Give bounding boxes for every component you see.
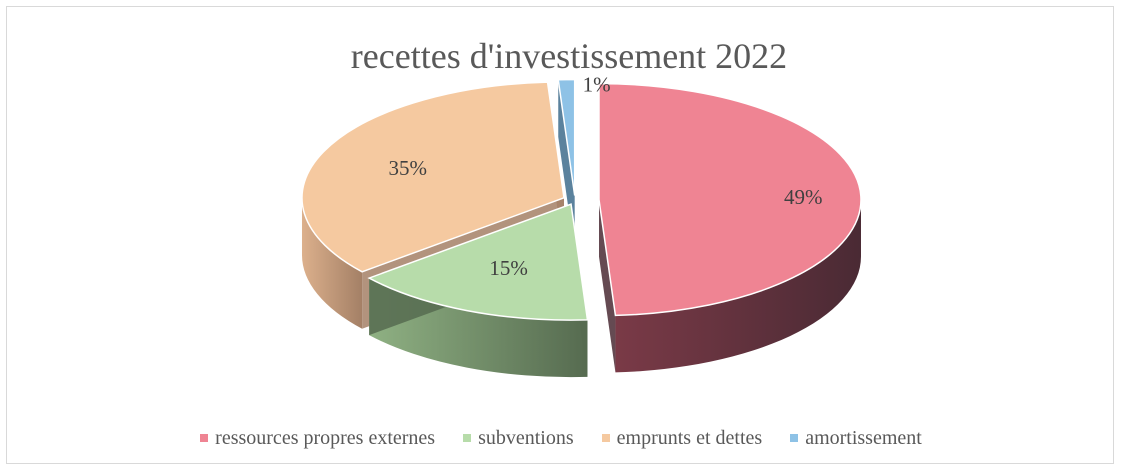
legend-swatch-subventions <box>463 434 472 442</box>
legend-item-ressources-propres-externes: ressources propres externes <box>200 427 435 450</box>
legend-item-emprunts-et-dettes: emprunts et dettes <box>601 426 763 450</box>
slice-side-emprunts-et-dettes <box>301 197 363 329</box>
legend-label-emprunts-et-dettes: emprunts et dettes <box>616 426 763 449</box>
legend: ressources propres externes subventions em… <box>0 418 1122 458</box>
slice-amortissement <box>557 78 576 196</box>
pie-labels: 49% 15% 35% 1% <box>388 73 822 281</box>
legend-swatch-amortissement <box>790 434 799 442</box>
legend-label-amortissement: amortissement <box>805 426 922 449</box>
legend-label-subventions: subventions <box>478 426 574 449</box>
slice-side-ressources-propres-externes <box>615 199 861 373</box>
data-label-emprunts-et-dettes: 35% <box>388 156 427 180</box>
legend-item-subventions: subventions <box>463 427 574 450</box>
slice-ressources-propres-externes <box>598 82 862 317</box>
slice-emprunts-et-dettes <box>301 81 565 273</box>
legend-swatch-emprunts-et-dettes <box>601 434 610 442</box>
data-label-amortissement: 1% <box>583 73 611 97</box>
slice-subventions <box>367 203 589 321</box>
legend-item-amortissement: amortissement <box>790 427 922 450</box>
slice-cut-ressources-propres-externes-1 <box>598 199 616 373</box>
legend-label-ressources-propres-externes: ressources propres externes <box>215 426 436 449</box>
legend-swatch-ressources-propres-externes <box>200 434 209 442</box>
data-label-ressources-propres-externes: 49% <box>784 185 823 209</box>
data-label-subventions: 15% <box>489 256 528 280</box>
chart-title: recettes d'investissement 2022 <box>351 36 787 76</box>
pie-tops <box>301 78 862 321</box>
